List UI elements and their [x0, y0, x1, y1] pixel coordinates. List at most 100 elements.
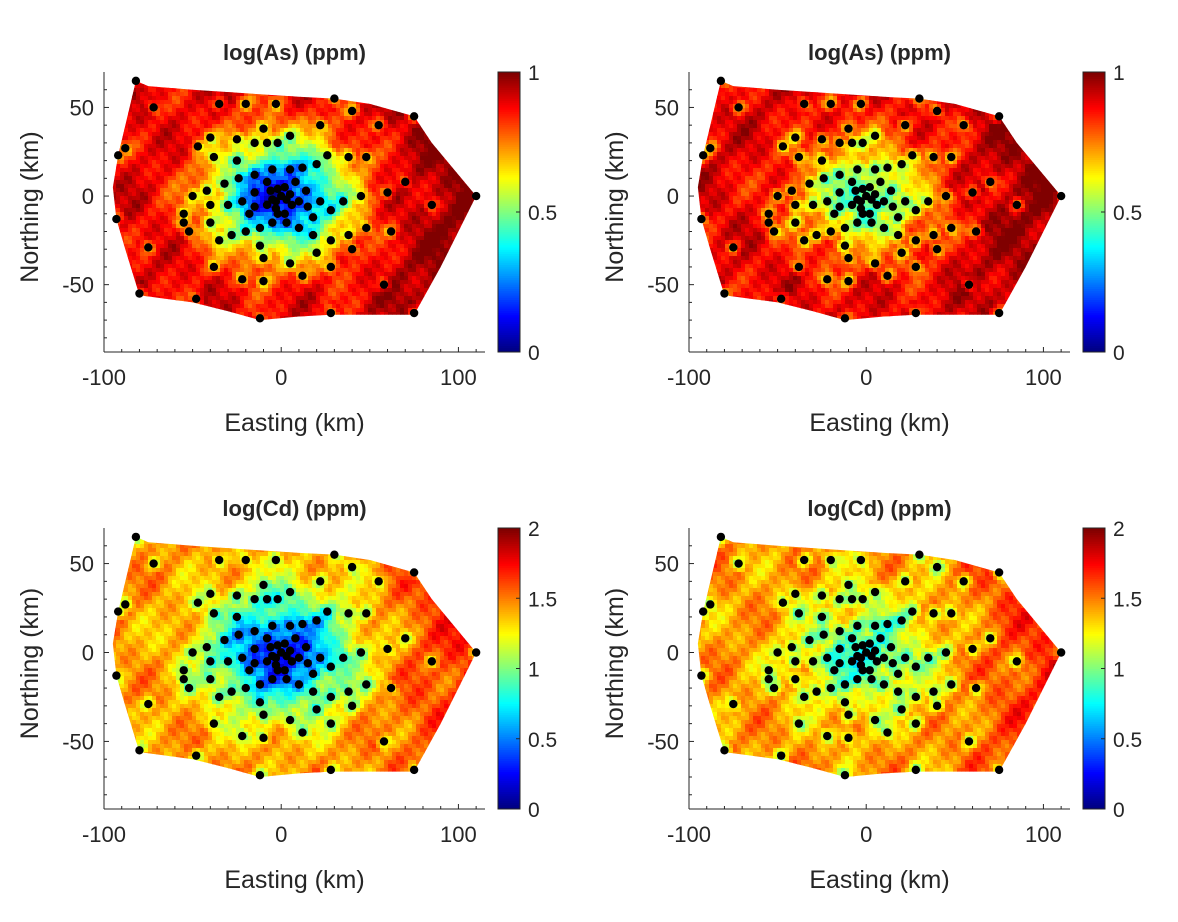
heatmap-cell [316, 112, 321, 117]
heatmap-cell [132, 108, 137, 113]
heatmap-cell [120, 96, 125, 101]
heatmap-cell [196, 304, 201, 309]
heatmap-cell [204, 232, 209, 237]
heatmap-cell [128, 300, 133, 305]
heatmap-cell [348, 268, 353, 273]
heatmap-cell [200, 196, 205, 201]
heatmap-cell [256, 272, 261, 277]
heatmap-cell [380, 292, 385, 297]
heatmap-cell [200, 136, 205, 141]
heatmap-cell [196, 316, 201, 321]
heatmap-cell [292, 236, 297, 241]
heatmap-cell [148, 280, 153, 285]
heatmap-cell [268, 252, 273, 257]
heatmap-cell [164, 156, 169, 161]
heatmap-cell [148, 272, 153, 277]
heatmap-cell [272, 240, 277, 245]
heatmap-cell [324, 188, 329, 193]
heatmap-cell [340, 260, 345, 265]
heatmap-cell [364, 220, 369, 225]
heatmap-cell [104, 164, 108, 168]
heatmap-cell [376, 84, 381, 89]
heatmap-cell [128, 188, 133, 193]
heatmap-cell [224, 196, 229, 201]
heatmap-cell [208, 288, 213, 293]
heatmap-cell [216, 92, 221, 97]
heatmap-cell [364, 136, 369, 141]
heatmap-cell [224, 92, 229, 97]
heatmap-cell [280, 240, 285, 245]
heatmap-cell [112, 180, 117, 185]
heatmap-cell [372, 152, 377, 157]
heatmap-cell [352, 272, 357, 277]
heatmap-cell [348, 172, 353, 177]
heatmap-cell [168, 312, 173, 317]
heatmap-cell [108, 164, 112, 168]
heatmap-cell [212, 72, 216, 76]
heatmap-cell [360, 88, 365, 93]
heatmap-cell [280, 176, 285, 181]
heatmap-cell [372, 268, 377, 273]
heatmap-cell [136, 164, 141, 169]
heatmap-cell [320, 272, 325, 277]
heatmap-cell [304, 324, 308, 328]
heatmap-cell [208, 292, 213, 297]
heatmap-cell [196, 228, 201, 233]
heatmap-cell [132, 300, 137, 305]
heatmap-cell [240, 264, 245, 269]
heatmap-cell [128, 156, 133, 161]
heatmap-cell [228, 116, 233, 121]
heatmap-cell [124, 236, 129, 241]
heatmap-cell [120, 308, 125, 313]
heatmap-cell [308, 92, 313, 97]
heatmap-cell [200, 308, 205, 313]
heatmap-cell [388, 148, 393, 153]
heatmap-cell [216, 156, 221, 161]
heatmap-cell [296, 336, 300, 340]
heatmap-cell [244, 160, 249, 165]
heatmap-cell [280, 80, 285, 85]
heatmap-cell [140, 172, 145, 177]
heatmap-cell [240, 92, 245, 97]
heatmap-cell [140, 132, 145, 137]
heatmap-cell [140, 72, 144, 76]
heatmap-cell [316, 140, 321, 145]
heatmap-cell [308, 144, 313, 149]
heatmap-cell [168, 324, 172, 328]
heatmap-cell [120, 232, 125, 237]
heatmap-cell [136, 316, 141, 321]
heatmap-cell [340, 300, 345, 305]
heatmap-cell [388, 156, 393, 161]
heatmap-cell [304, 180, 309, 185]
heatmap-cell [248, 196, 253, 201]
heatmap-cell [296, 308, 301, 313]
heatmap-cell [152, 260, 157, 265]
heatmap-cell [200, 232, 205, 237]
heatmap-cell [292, 196, 297, 201]
heatmap-cell [236, 204, 241, 209]
heatmap-cell [148, 308, 153, 313]
heatmap-cell [348, 120, 353, 125]
heatmap-cell [132, 304, 137, 309]
heatmap-cell [128, 288, 133, 293]
heatmap-cell [344, 324, 348, 328]
heatmap-cell [184, 328, 188, 332]
heatmap-cell [160, 72, 164, 76]
heatmap-cell [388, 88, 393, 93]
heatmap-cell [376, 288, 381, 293]
heatmap-cell [108, 332, 112, 336]
heatmap-cell [236, 304, 241, 309]
heatmap-cell [256, 124, 261, 129]
heatmap-cell [224, 324, 228, 328]
heatmap-cell [332, 320, 337, 321]
heatmap-cell [168, 116, 173, 121]
heatmap-cell [128, 320, 133, 321]
heatmap-cell [260, 300, 265, 305]
heatmap-cell [132, 280, 137, 285]
heatmap-cell [108, 208, 112, 212]
heatmap-cell [180, 92, 185, 97]
heatmap-cell [300, 172, 305, 177]
heatmap-cell [256, 88, 261, 93]
heatmap-cell [136, 88, 141, 93]
